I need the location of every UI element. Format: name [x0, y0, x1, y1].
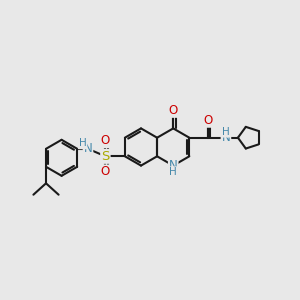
- Text: O: O: [101, 165, 110, 178]
- Text: N: N: [169, 159, 178, 172]
- Text: H: H: [79, 138, 86, 148]
- Text: O: O: [169, 104, 178, 117]
- Text: N: N: [84, 142, 92, 155]
- Text: H: H: [169, 167, 177, 177]
- Text: H: H: [222, 127, 230, 137]
- Text: S: S: [101, 150, 110, 163]
- Text: O: O: [101, 134, 110, 147]
- Text: O: O: [203, 114, 212, 127]
- Text: N: N: [221, 131, 230, 144]
